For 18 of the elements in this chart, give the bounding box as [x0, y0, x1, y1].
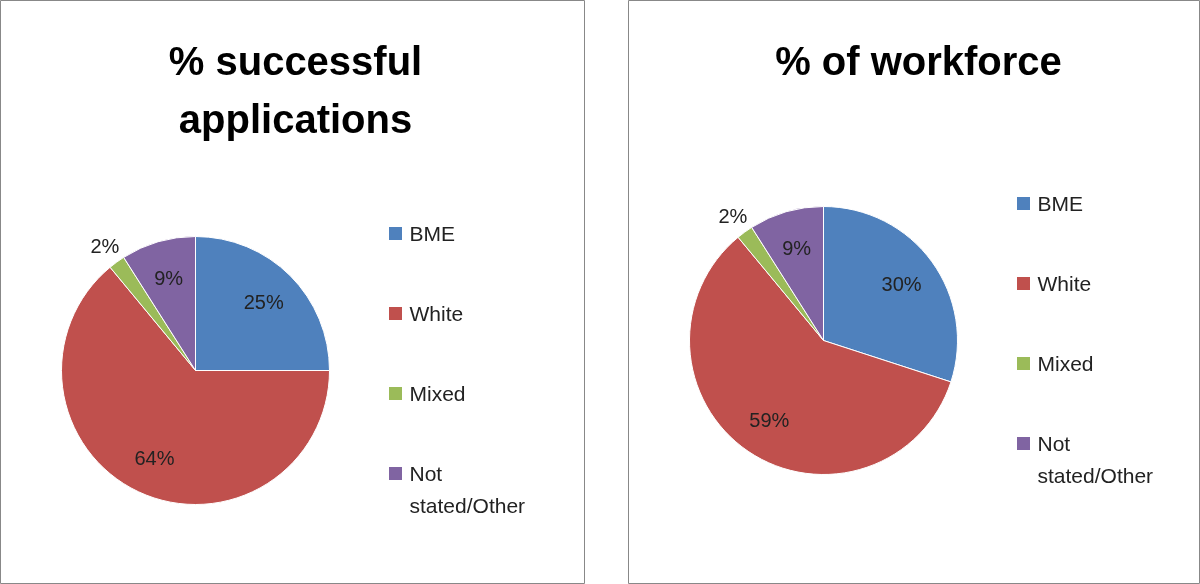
legend-label: Not stated/Other: [409, 462, 526, 517]
data-label: 9%: [154, 266, 184, 289]
legend-label: BME: [409, 222, 456, 245]
legend-label: White: [409, 302, 464, 325]
chart-title: % successful applications: [168, 38, 423, 141]
data-label: 64%: [134, 446, 175, 469]
data-label: 2%: [718, 204, 748, 227]
legend-label: BME: [1037, 192, 1084, 215]
data-label: 30%: [881, 272, 922, 295]
legend-label: Mixed: [1037, 352, 1094, 375]
legend-label: Mixed: [409, 382, 466, 405]
chart-title: % of workforce: [775, 38, 1062, 83]
data-label: 25%: [243, 291, 284, 314]
data-label: 59%: [749, 409, 790, 432]
data-label: 2%: [90, 234, 120, 257]
legend-label: Not stated/Other: [1037, 432, 1154, 487]
legend-label: White: [1037, 272, 1092, 295]
data-label: 9%: [782, 236, 812, 259]
